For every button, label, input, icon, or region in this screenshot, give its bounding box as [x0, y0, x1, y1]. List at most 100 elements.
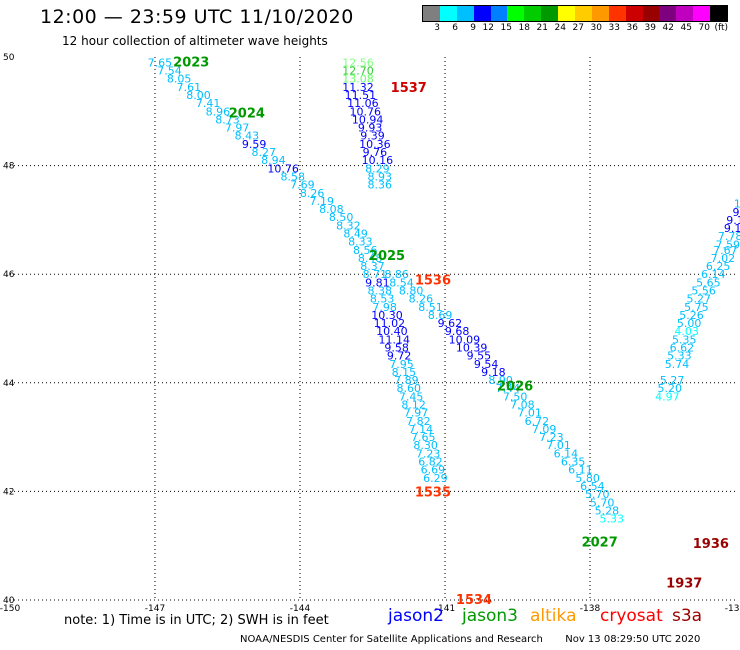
color-scale-label: 18	[518, 23, 530, 33]
wave-height-value: 5.20	[658, 382, 683, 395]
wave-height-value: 8.53	[370, 293, 395, 306]
wave-height-value: 10.94	[352, 113, 384, 126]
wave-height-value: 9.76	[363, 146, 388, 159]
color-scale-label: (ft)	[714, 23, 728, 33]
wave-height-value: 8.69	[428, 309, 453, 322]
wave-height-value: 10.16	[362, 154, 394, 167]
wave-height-value: 7.54	[157, 65, 182, 78]
wave-height-value: 5.70	[590, 496, 615, 509]
wave-height-value: 7.89	[394, 374, 419, 387]
footer-credit: NOAA/NESDIS Center for Satellite Applica…	[240, 634, 700, 645]
wave-height-value: 7.97	[225, 122, 250, 135]
color-scale-label: 33	[608, 23, 620, 33]
timestamp-text: Nov 13 08:29:50 UTC 2020	[565, 634, 701, 645]
wave-height-value: 5.26	[679, 309, 704, 322]
color-scale-label: 36	[626, 23, 638, 33]
x-tick-label: -144	[290, 604, 311, 614]
color-swatch	[676, 6, 694, 21]
wave-height-value: 8.51	[418, 301, 443, 314]
wave-height-value: 8.90	[488, 374, 513, 387]
wave-height-value: 7.14	[409, 423, 434, 436]
color-swatch	[608, 6, 626, 21]
wave-height-value: 9.81	[365, 276, 390, 289]
color-swatch	[439, 6, 457, 21]
pass-number-label: 2023	[173, 55, 209, 70]
wave-height-value: 5.70	[585, 488, 610, 501]
wave-height-value: 9.93	[358, 122, 383, 135]
wave-height-value: 5.74	[665, 358, 690, 371]
wave-height-value: 5.75	[684, 301, 709, 314]
color-scale-label: 45	[680, 23, 692, 33]
wave-height-value: 11.51	[345, 89, 377, 102]
wave-height-value: 7.67	[713, 244, 738, 257]
wave-height-value: 11.02	[374, 317, 406, 330]
wave-height-value: 7.69	[290, 179, 315, 192]
wave-height-value: 8.26	[300, 187, 325, 200]
wave-height-value: 5.27	[660, 374, 685, 387]
wave-height-value: 10.40	[376, 325, 408, 338]
wave-height-value: 5.33	[600, 513, 625, 526]
wave-height-value: 7.78	[718, 230, 740, 243]
chart-subtitle: 12 hour collection of altimeter wave hei…	[62, 34, 328, 48]
chart-title: 12:00 — 23:59 UTC 11/10/2020	[40, 6, 354, 28]
wave-height-value: 11.14	[379, 333, 411, 346]
x-tick-label: -138	[580, 604, 601, 614]
color-scale-swatches	[422, 5, 728, 22]
wave-height-value: 6.82	[418, 456, 443, 469]
wave-height-value: 5.35	[672, 333, 697, 346]
color-scale-label: 6	[452, 23, 458, 33]
pass-number-label: 1937	[666, 577, 702, 592]
wave-height-value: 4.97	[655, 390, 680, 403]
wave-height-value: 8.12	[401, 399, 426, 412]
color-swatch	[591, 6, 609, 21]
color-swatch	[642, 6, 660, 21]
wave-height-value: 6.62	[670, 342, 695, 355]
pass-number-label: 2026	[497, 380, 533, 395]
wave-height-value: 8.58	[281, 170, 306, 183]
wave-height-value: 7.98	[372, 301, 397, 314]
wave-height-value: 7.97	[404, 407, 429, 420]
pass-number-label: 1534	[456, 593, 492, 608]
wave-height-value: 8.54	[389, 276, 414, 289]
color-swatch	[490, 6, 508, 21]
color-swatch	[541, 6, 559, 21]
pass-number-label: 1536	[415, 274, 451, 289]
wave-height-value: 9.55	[467, 350, 492, 363]
wave-height-value: 9.72	[387, 350, 412, 363]
wave-height-value: 6.11	[568, 464, 593, 477]
wave-height-value: 6.14	[701, 268, 726, 281]
wave-height-value: 8.05	[167, 73, 192, 86]
pass-number-label: 2025	[369, 249, 405, 264]
wave-height-value: 6.14	[554, 447, 579, 460]
wave-height-value: 7.65	[411, 431, 436, 444]
wave-height-value: 8.50	[329, 211, 354, 224]
color-swatch	[625, 6, 643, 21]
wave-height-value: 9	[732, 206, 739, 219]
wave-height-value: 8.33	[348, 236, 373, 249]
wave-height-value: 8.93	[368, 170, 393, 183]
color-scale-label: 39	[644, 23, 656, 33]
x-tick-label: -141	[435, 604, 455, 614]
wave-height-value: 6.25	[706, 260, 731, 273]
wave-height-value: 10.76	[267, 162, 299, 175]
wave-height-value: 5.80	[575, 472, 600, 485]
satellite-jason3: jason3	[462, 606, 518, 626]
x-tick-label: -147	[145, 604, 165, 614]
wave-height-value: 10.76	[350, 105, 382, 118]
satellite-altika: altika	[530, 606, 577, 626]
color-scale-labels: 3 6 9 12 15 18 21 24 27 30 33 36 39 42 45 70 (ft)	[422, 23, 728, 33]
y-tick-label: 44	[3, 379, 15, 389]
color-swatch	[558, 6, 576, 21]
wave-height-value: 8.86	[384, 268, 409, 281]
wave-height-value: 7.02	[711, 252, 736, 265]
wave-height-value: 8.80	[399, 284, 424, 297]
y-tick-label: 50	[3, 53, 15, 63]
wave-height-value: 5.27	[687, 293, 712, 306]
x-tick-label: -150	[0, 604, 20, 614]
wave-height-value: 6.72	[525, 415, 550, 428]
wave-height-value: 10.09	[449, 333, 481, 346]
y-tick-label: 40	[3, 596, 15, 606]
wave-height-value: 9.68	[445, 325, 470, 338]
wave-height-value: 8.37	[360, 260, 385, 273]
wave-height-value: 10.39	[456, 342, 488, 355]
